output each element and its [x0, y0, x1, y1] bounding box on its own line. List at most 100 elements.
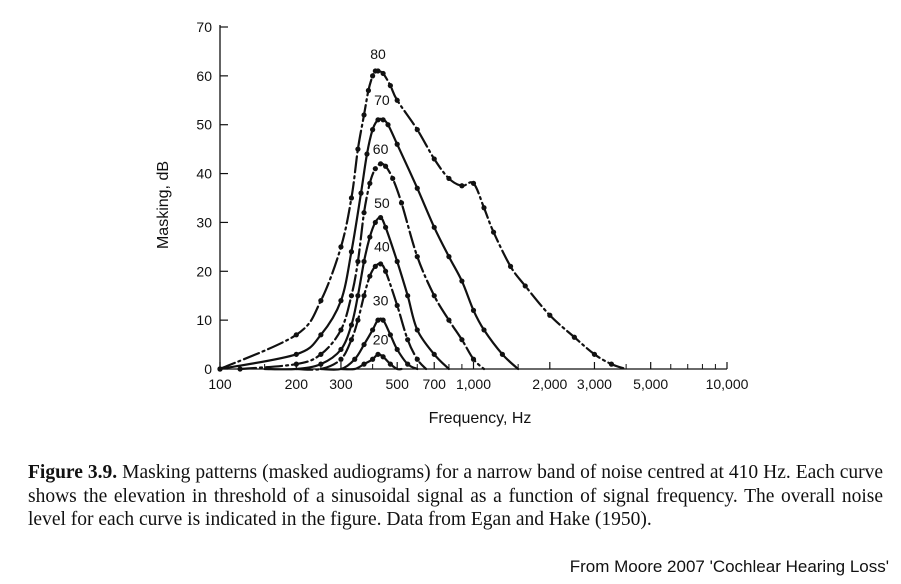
- data-point: [372, 166, 378, 172]
- data-point: [367, 273, 373, 279]
- data-point: [481, 327, 487, 333]
- data-point: [361, 293, 367, 299]
- data-point: [367, 180, 373, 186]
- data-point: [382, 163, 389, 169]
- y-tick-label: 70: [196, 19, 212, 35]
- data-point: [355, 317, 361, 323]
- data-point: [387, 361, 393, 367]
- data-point: [380, 70, 386, 77]
- data-point: [358, 190, 364, 196]
- curve-20db: [339, 353, 403, 371]
- curve-label-40: 40: [374, 239, 390, 255]
- data-point: [522, 283, 528, 289]
- data-point: [380, 117, 386, 123]
- source-citation: From Moore 2007 'Cochlear Hearing Loss': [569, 557, 889, 576]
- data-point: [591, 351, 598, 357]
- x-tick-label: 10,000: [706, 376, 749, 392]
- axes: 0 10 20 30 40 50 60 70 100 200 300 500 700 1,000 2,000…: [196, 19, 748, 392]
- data-point: [382, 224, 389, 230]
- data-point: [431, 351, 437, 357]
- data-point: [355, 146, 361, 152]
- data-point: [377, 261, 384, 267]
- data-point: [348, 322, 355, 328]
- data-point: [490, 229, 497, 235]
- data-point: [394, 141, 400, 147]
- data-point: [293, 332, 299, 338]
- data-point: [431, 293, 437, 299]
- y-tick-label: 10: [196, 312, 212, 328]
- data-point: [459, 337, 465, 343]
- data-point: [370, 327, 376, 333]
- x-tick-label: 2,000: [532, 376, 567, 392]
- data-point: [375, 117, 381, 123]
- figure-caption-text: Masking patterns (masked audiograms) for…: [28, 462, 883, 530]
- data-point: [414, 356, 420, 362]
- curve-label-50: 50: [374, 195, 390, 211]
- masking-curves: [217, 68, 628, 372]
- data-point: [348, 337, 355, 343]
- x-tick-label: 5,000: [633, 376, 668, 392]
- data-point: [380, 317, 386, 323]
- data-point: [217, 366, 223, 372]
- y-tick-label: 60: [196, 68, 212, 84]
- data-point: [571, 334, 577, 340]
- data-point: [370, 356, 376, 362]
- data-point: [398, 200, 405, 206]
- data-point: [390, 175, 396, 182]
- x-tick-label: 3,000: [577, 376, 612, 392]
- data-point: [446, 317, 452, 323]
- data-point: [355, 258, 361, 265]
- figure-caption: Figure 3.9. Masking patterns (masked aud…: [28, 461, 883, 532]
- figure-label: Figure 3.9.: [28, 462, 118, 483]
- data-point: [318, 361, 324, 367]
- data-point: [385, 122, 391, 128]
- curve-labels: 80 70 60 50 40 30 20: [370, 46, 390, 348]
- data-point: [361, 361, 367, 367]
- y-tick-label: 0: [204, 361, 212, 377]
- data-point: [446, 175, 452, 182]
- data-point: [372, 263, 378, 269]
- data-point: [348, 195, 355, 201]
- data-point: [547, 312, 553, 318]
- y-tick-label: 50: [196, 117, 212, 133]
- data-point: [387, 83, 393, 89]
- data-point: [338, 298, 344, 304]
- data-point: [470, 180, 477, 186]
- x-tick-label: 300: [329, 376, 353, 392]
- x-tick-label: 200: [285, 376, 309, 392]
- data-point: [365, 87, 372, 94]
- data-point: [394, 346, 400, 353]
- data-point: [394, 97, 400, 103]
- data-point: [318, 298, 324, 304]
- x-tick-label: 500: [386, 376, 410, 392]
- data-point: [414, 185, 420, 191]
- data-point: [372, 219, 378, 226]
- data-point: [361, 210, 367, 216]
- data-point: [361, 341, 367, 348]
- data-point: [375, 317, 381, 323]
- data-point: [375, 351, 381, 357]
- data-point: [414, 254, 420, 260]
- y-tick-label: 40: [196, 166, 212, 182]
- data-point: [394, 302, 400, 309]
- curve-80db: [218, 69, 628, 371]
- curve-50db: [263, 216, 450, 371]
- data-point: [338, 356, 344, 362]
- data-point: [431, 156, 437, 162]
- x-tick-label: 100: [208, 376, 232, 392]
- data-point: [459, 278, 465, 284]
- data-point: [481, 205, 487, 211]
- data-point: [348, 249, 355, 255]
- data-point: [459, 183, 465, 189]
- data-point: [377, 214, 384, 221]
- data-point: [361, 258, 367, 265]
- data-point: [499, 351, 505, 357]
- data-point: [414, 327, 420, 333]
- data-point: [470, 307, 477, 313]
- data-point: [352, 356, 358, 362]
- data-point: [470, 356, 477, 362]
- data-point: [367, 234, 373, 240]
- data-point: [405, 337, 411, 343]
- curve-label-70: 70: [374, 92, 390, 108]
- y-tick-label: 20: [196, 263, 212, 279]
